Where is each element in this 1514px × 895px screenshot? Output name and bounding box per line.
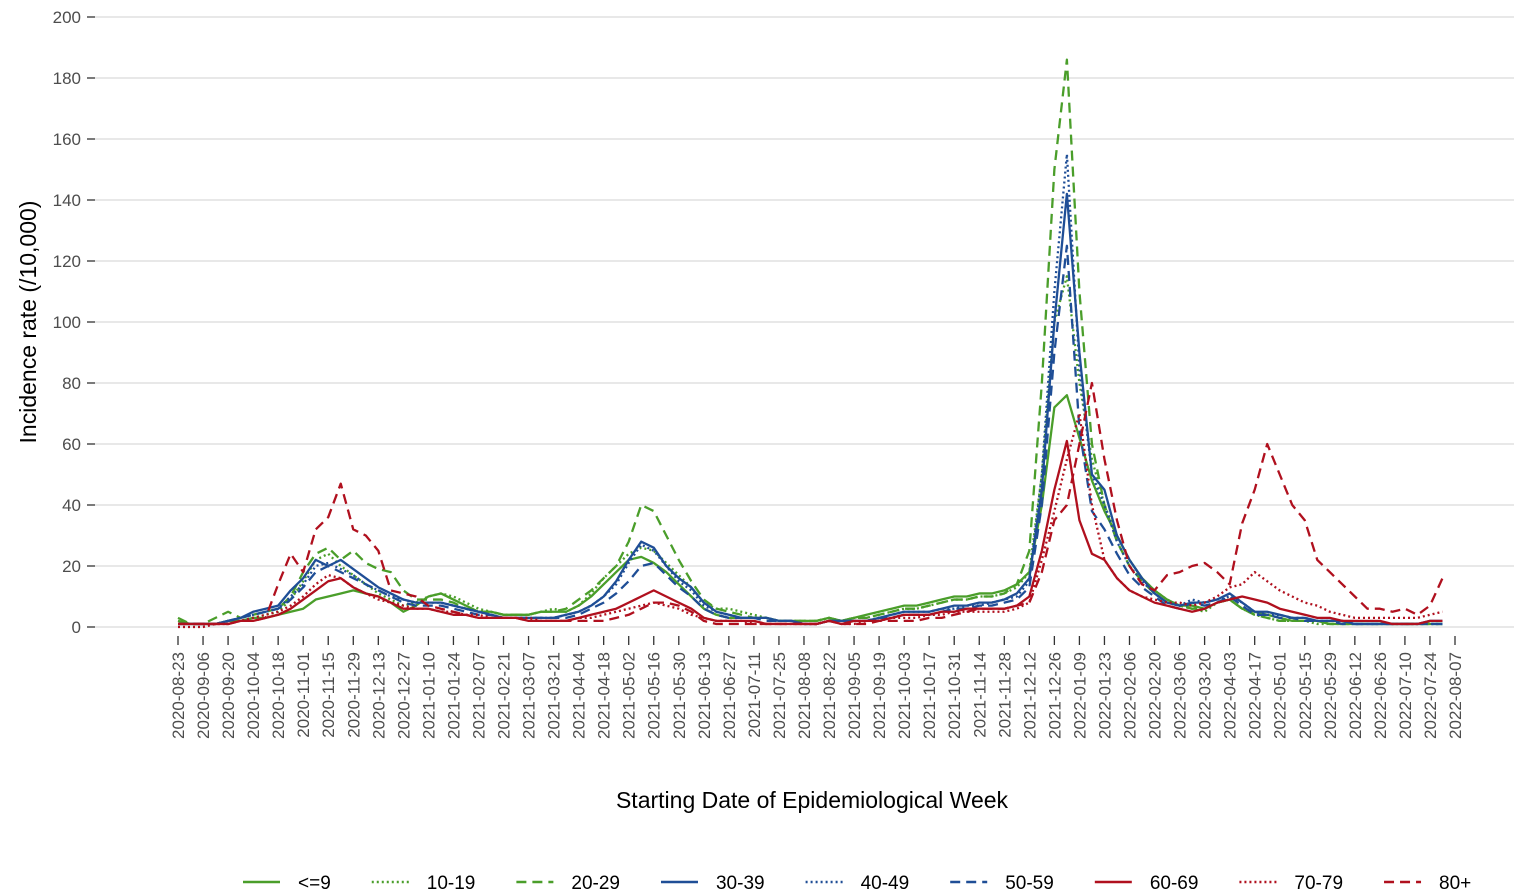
y-tick-label: 200 [53, 8, 81, 27]
x-tick-label: 2022-07-24 [1421, 652, 1440, 739]
x-tick-label: 2021-05-02 [620, 652, 639, 739]
y-tick-label: 40 [62, 496, 81, 515]
x-tick-label: 2022-06-12 [1346, 652, 1365, 739]
x-tick-label: 2022-01-23 [1095, 652, 1114, 739]
x-tick-label: 2021-01-10 [419, 652, 438, 739]
y-tick-label: 120 [53, 252, 81, 271]
y-tick-label: 180 [53, 69, 81, 88]
x-tick-label: 2021-06-13 [695, 652, 714, 739]
x-tick-label: 2020-10-18 [269, 652, 288, 739]
x-tick-label: 2021-04-04 [570, 652, 589, 739]
series-line [178, 153, 1443, 626]
x-tick-label: 2022-02-20 [1146, 652, 1165, 739]
x-tick-label: 2020-11-15 [319, 652, 338, 738]
x-tick-label: 2022-03-20 [1196, 652, 1215, 739]
series-line [177, 394, 1443, 626]
y-tick-label: 160 [53, 130, 81, 149]
series-line [178, 381, 1444, 626]
x-tick-label: 2021-05-30 [670, 652, 689, 739]
x-tick-label: 2020-11-29 [344, 652, 363, 738]
x-tick-label: 2022-05-29 [1321, 652, 1340, 739]
x-tick-label: 2020-09-20 [219, 652, 238, 739]
series-line [178, 244, 1443, 626]
x-tick-label: 2020-11-01 [294, 652, 313, 738]
x-tick-label: 2021-07-11 [745, 652, 764, 738]
x-tick-label: 2021-03-21 [545, 652, 564, 739]
x-tick-label: 2021-07-25 [770, 652, 789, 739]
y-tick-label: 0 [72, 618, 81, 637]
x-tick-label: 2021-12-12 [1020, 652, 1039, 739]
legend: <=9 10-19 20-29 30-39 40-49 50-59 60-69 70-79 80… [243, 873, 1471, 894]
y-tick-label: 80 [62, 374, 81, 393]
x-tick-label: 2021-06-27 [720, 652, 739, 739]
x-tick-label: 2022-08-07 [1446, 652, 1465, 739]
series-line [178, 275, 1443, 626]
x-tick-label: 2022-04-03 [1221, 652, 1240, 739]
x-tick-label: 2022-06-26 [1371, 652, 1390, 739]
legend-label: 60-69 [1150, 873, 1199, 894]
x-tick-label: 2021-09-05 [845, 652, 864, 739]
x-tick-label: 2021-01-24 [444, 652, 463, 739]
y-tick-label: 60 [62, 435, 81, 454]
x-tick-label: 2020-12-13 [369, 652, 388, 739]
x-tick-label: 2021-05-16 [645, 652, 664, 739]
x-tick-label: 2021-10-17 [920, 652, 939, 739]
legend-label: <=9 [298, 873, 331, 894]
x-tick-label: 2022-04-17 [1246, 652, 1265, 739]
legend-label: 70-79 [1294, 873, 1343, 894]
x-tick-label: 2021-02-07 [469, 652, 488, 739]
x-tick-label: 2020-08-23 [169, 652, 188, 739]
x-tick-label: 2020-10-04 [244, 652, 263, 739]
legend-label: 80+ [1439, 873, 1471, 894]
y-tick-label: 100 [53, 313, 81, 332]
x-tick-label: 2021-12-26 [1045, 652, 1064, 739]
series-line [178, 439, 1443, 626]
x-tick-label: 2022-05-01 [1271, 652, 1290, 739]
x-tick-label: 2021-04-18 [595, 652, 614, 739]
x-tick-label: 2020-09-06 [194, 652, 213, 739]
x-tick-label: 2021-03-07 [520, 652, 539, 739]
x-tick-label: 2022-01-09 [1070, 652, 1089, 739]
legend-label: 50-59 [1005, 873, 1054, 894]
series-line [178, 192, 1443, 626]
x-tick-label: 2022-03-06 [1171, 652, 1190, 739]
legend-label: 10-19 [427, 873, 476, 894]
x-tick-label: 2022-07-10 [1396, 652, 1415, 739]
legend-label: 30-39 [716, 873, 765, 894]
x-tick-label: 2022-05-15 [1296, 652, 1315, 739]
x-tick-label: 2021-11-28 [995, 652, 1014, 738]
x-tick-label: 2021-11-14 [970, 652, 989, 738]
y-tick-label: 140 [53, 191, 81, 210]
y-axis-title: Incidence rate (/10,000) [15, 201, 41, 444]
x-tick-label: 2022-02-06 [1120, 652, 1139, 739]
x-tick-label: 2021-09-19 [870, 652, 889, 739]
legend-label: 40-49 [861, 873, 910, 894]
series-line [177, 58, 1443, 626]
x-tick-label: 2021-10-03 [895, 652, 914, 739]
x-tick-label: 2021-02-21 [495, 652, 514, 739]
x-tick-label: 2021-08-22 [820, 652, 839, 739]
x-axis-title: Starting Date of Epidemiological Week [616, 787, 1009, 813]
x-tick-label: 2021-08-08 [795, 652, 814, 739]
y-tick-label: 20 [62, 557, 81, 576]
legend-label: 20-29 [571, 873, 620, 894]
x-tick-label: 2020-12-27 [394, 652, 413, 739]
x-tick-label: 2021-10-31 [945, 652, 964, 739]
